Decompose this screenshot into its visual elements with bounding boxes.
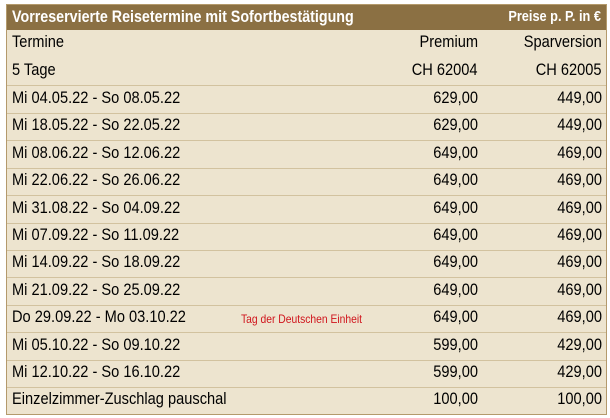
spar-price: 469,00 <box>557 279 602 299</box>
spar-price: 469,00 <box>557 142 602 162</box>
date-range: Mi 18.05.22 - So 22.05.22 <box>12 115 181 135</box>
date-range: Mi 07.09.22 - So 11.09.22 <box>12 225 180 244</box>
date-range: Mi 31.08.22 - So 04.09.22 <box>12 197 181 217</box>
table-row: Mi 12.10.22 - So 16.10.22 599,00 429,00 <box>7 360 606 388</box>
premium-code: CH 62004 <box>412 60 478 79</box>
table-row: Mi 07.09.22 - So 11.09.22 649,00 469,00 <box>7 223 606 251</box>
column-header-row: Termine Premium Sparversion <box>7 30 606 58</box>
premium-price: 599,00 <box>433 334 478 354</box>
price-note: Preise p. P. in € <box>508 8 601 25</box>
duration-label: 5 Tage <box>12 60 56 79</box>
premium-price: 649,00 <box>433 307 478 327</box>
supplement-label: Einzelzimmer-Zuschlag pauschal <box>12 389 227 408</box>
supplement-spar: 100,00 <box>557 389 602 408</box>
holiday-note: Tag der Deutschen Einheit <box>241 312 363 327</box>
premium-price: 649,00 <box>433 225 478 244</box>
spar-price: 449,00 <box>557 115 602 135</box>
date-range: Mi 12.10.22 - So 16.10.22 <box>12 362 181 381</box>
column-header-termin: Termine <box>12 32 65 51</box>
column-header-spar: Sparversion <box>523 32 602 51</box>
premium-price: 599,00 <box>433 362 478 381</box>
premium-price: 649,00 <box>433 170 478 190</box>
table-row: Do 29.09.22 - Mo 03.10.22 Tag der Deutsch… <box>7 305 606 334</box>
date-range: Mi 05.10.22 - So 09.10.22 <box>12 334 181 354</box>
date-range: Do 29.09.22 - Mo 03.10.22 <box>12 307 186 327</box>
table-row: Mi 05.10.22 - So 09.10.22 599,00 429,00 <box>7 333 606 361</box>
spar-price: 469,00 <box>557 225 602 244</box>
spar-price: 469,00 <box>557 307 602 327</box>
table-row: Mi 04.05.22 - So 08.05.22 629,00 449,00 <box>7 86 606 114</box>
spar-price: 469,00 <box>557 252 602 272</box>
date-range: Mi 08.06.22 - So 12.06.22 <box>12 142 181 162</box>
date-range: Mi 04.05.22 - So 08.05.22 <box>12 88 181 107</box>
premium-price: 649,00 <box>433 252 478 272</box>
date-range: Mi 14.09.22 - So 18.09.22 <box>12 252 181 272</box>
table-row: Mi 14.09.22 - So 18.09.22 649,00 469,00 <box>7 250 606 279</box>
supplement-premium: 100,00 <box>433 389 478 408</box>
price-table: Vorreservierte Reisetermine mit Sofortbe… <box>6 4 607 415</box>
table-row: Mi 18.05.22 - So 22.05.22 629,00 449,00 <box>7 113 606 142</box>
spar-price: 429,00 <box>557 334 602 354</box>
spar-price: 429,00 <box>557 362 602 381</box>
subheader-row: 5 Tage CH 62004 CH 62005 <box>7 58 606 86</box>
date-range: Mi 22.06.22 - So 26.06.22 <box>12 170 181 190</box>
spar-price: 469,00 <box>557 170 602 190</box>
premium-price: 649,00 <box>433 142 478 162</box>
spar-price: 469,00 <box>557 197 602 217</box>
spar-price: 449,00 <box>557 88 602 107</box>
table-header-bar: Vorreservierte Reisetermine mit Sofortbe… <box>7 5 606 30</box>
column-header-premium: Premium <box>419 32 478 51</box>
table-row: Mi 08.06.22 - So 12.06.22 649,00 469,00 <box>7 141 606 169</box>
spar-code: CH 62005 <box>536 60 602 79</box>
premium-price: 629,00 <box>433 115 478 135</box>
table-row: Mi 21.09.22 - So 25.09.22 649,00 469,00 <box>7 278 606 306</box>
table-title: Vorreservierte Reisetermine mit Sofortbe… <box>12 7 354 26</box>
supplement-row: Einzelzimmer-Zuschlag pauschal 100,00 10… <box>7 387 606 415</box>
table-row: Mi 31.08.22 - So 04.09.22 649,00 469,00 <box>7 196 606 224</box>
date-range: Mi 21.09.22 - So 25.09.22 <box>12 279 181 299</box>
premium-price: 629,00 <box>433 88 478 107</box>
premium-price: 649,00 <box>433 197 478 217</box>
table-row: Mi 22.06.22 - So 26.06.22 649,00 469,00 <box>7 168 606 197</box>
premium-price: 649,00 <box>433 279 478 299</box>
